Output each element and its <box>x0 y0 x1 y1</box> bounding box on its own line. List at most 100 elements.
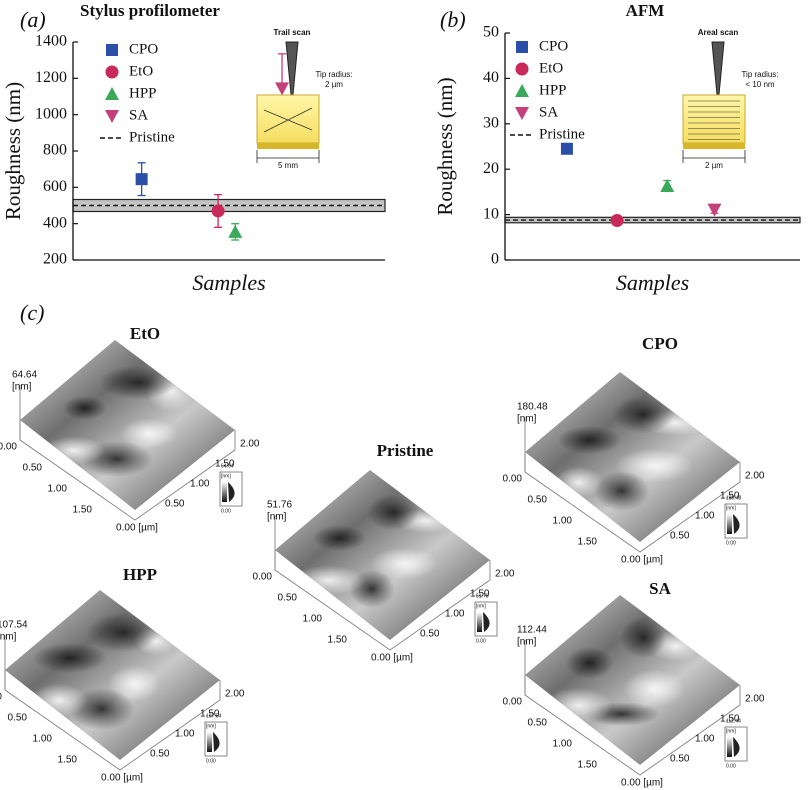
y-tick-label: 0.50 <box>8 713 28 724</box>
x-tick-label: 0.50 <box>150 749 170 760</box>
colorbar <box>727 737 732 757</box>
marker <box>211 204 225 218</box>
legend-label: SA <box>129 107 148 123</box>
surface-feature <box>620 616 667 659</box>
inset-scale: 2 µm <box>705 161 723 170</box>
inset-block-side <box>257 143 319 149</box>
colorbar-min: 0.00 <box>726 763 736 769</box>
inset-title: Areal scan <box>698 28 739 37</box>
legend-marker <box>515 84 529 97</box>
surface-feature <box>62 396 107 420</box>
colorbar-unit: [nm] <box>221 473 231 479</box>
panel-label: (b) <box>440 7 466 32</box>
origin-label: 0.00 [µm] <box>621 778 663 789</box>
z-unit-label: [nm] <box>517 414 537 425</box>
x-tick-label: 1.00 <box>445 609 465 620</box>
marker <box>275 82 290 96</box>
colorbar-unit: [nm] <box>476 603 486 609</box>
legend-label: SA <box>539 104 558 120</box>
y-axis-label: Roughness (nm) <box>1 82 25 220</box>
y-tick-label: 0.50 <box>278 593 298 604</box>
z-max-label: 64.64 <box>12 370 37 381</box>
inset-tip <box>711 41 725 106</box>
z-unit-label: [nm] <box>0 632 17 643</box>
colorbar <box>222 482 227 502</box>
colorbar-max: 51.76 <box>476 593 489 599</box>
y-tick-label: 0.00 <box>503 474 523 485</box>
colorbar-unit: [nm] <box>726 728 736 734</box>
inset-tip-label: < 10 nm <box>745 80 774 89</box>
image-title: CPO <box>642 334 678 353</box>
surface-feature <box>32 643 107 673</box>
colorbar <box>207 732 212 752</box>
legend-label: EtO <box>129 63 153 79</box>
legend-label: CPO <box>539 38 568 54</box>
x-tick-label: 0.50 <box>670 531 690 542</box>
y-tick-label: 1.00 <box>303 614 323 625</box>
colorbar-min: 0.00 <box>476 638 486 644</box>
y-tick-label: 600 <box>43 178 67 195</box>
image-title: EtO <box>130 324 160 343</box>
marker <box>610 214 624 228</box>
y-tick-label: 1.50 <box>73 505 93 516</box>
inset-tip-label: Tip radius: <box>315 70 352 79</box>
surface-texture <box>554 395 711 511</box>
colorbar <box>727 514 732 534</box>
surface-feature <box>370 547 438 580</box>
image-title: HPP <box>123 565 157 584</box>
surface-texture <box>544 616 703 726</box>
legend-label: Pristine <box>129 129 175 145</box>
marker <box>228 224 243 238</box>
x-tick-label: 1.50 <box>720 714 740 725</box>
z-max-label: 180.48 <box>517 402 548 413</box>
z-max-label: 107.54 <box>0 620 28 631</box>
surface-feature <box>87 612 160 653</box>
inset-tip-label: 2 µm <box>325 80 343 89</box>
y-tick-label: 0.50 <box>528 718 548 729</box>
x-axis-label: Samples <box>616 270 689 295</box>
y-tick-label: 1.50 <box>578 760 598 771</box>
y-tick-label: 0.00 <box>253 572 273 583</box>
origin-label: 0.00 [µm] <box>101 773 143 784</box>
y-tick-label: 1.00 <box>48 484 68 495</box>
colorbar-max: 112.44 <box>726 718 741 724</box>
surface-feature <box>544 687 613 724</box>
origin-label: 0.00 [µm] <box>621 555 663 566</box>
y-tick-label: 1000 <box>35 105 67 122</box>
y-tick-label: 1400 <box>35 33 67 50</box>
colorbar-max: 180.48 <box>726 495 742 501</box>
z-max-label: 112.44 <box>517 625 547 636</box>
x-tick-label: 1.50 <box>720 491 740 502</box>
x-tick-label: 1.00 <box>695 511 715 522</box>
x-tick-label: 2.00 <box>495 569 515 580</box>
y-axis-label: Roughness (nm) <box>433 77 457 215</box>
y-tick-label: 0.50 <box>528 495 548 506</box>
surface-feature <box>367 494 420 531</box>
colorbar-min: 0.00 <box>221 508 231 514</box>
y-tick-label: 0.50 <box>23 463 43 474</box>
x-tick-label: 1.00 <box>175 729 195 740</box>
legend-label: HPP <box>129 85 157 101</box>
x-axis-label: Samples <box>192 270 265 295</box>
colorbar-unit: [nm] <box>726 505 736 511</box>
inset-scale: 5 mm <box>278 161 298 170</box>
surface-feature <box>593 471 650 511</box>
y-tick-label: 400 <box>43 214 67 231</box>
surface-feature <box>41 436 106 465</box>
x-tick-label: 0.50 <box>165 499 185 510</box>
surface-feature <box>312 525 367 551</box>
y-tick-label: 40 <box>483 69 499 86</box>
panel-label: (a) <box>20 7 46 32</box>
chart-title: AFM <box>626 1 665 20</box>
histogram <box>228 482 235 502</box>
marker <box>560 142 573 155</box>
x-tick-label: 2.00 <box>745 694 765 705</box>
y-tick-label: 0.00 <box>0 442 17 453</box>
z-unit-label: [nm] <box>12 382 32 393</box>
x-tick-label: 1.00 <box>695 734 715 745</box>
